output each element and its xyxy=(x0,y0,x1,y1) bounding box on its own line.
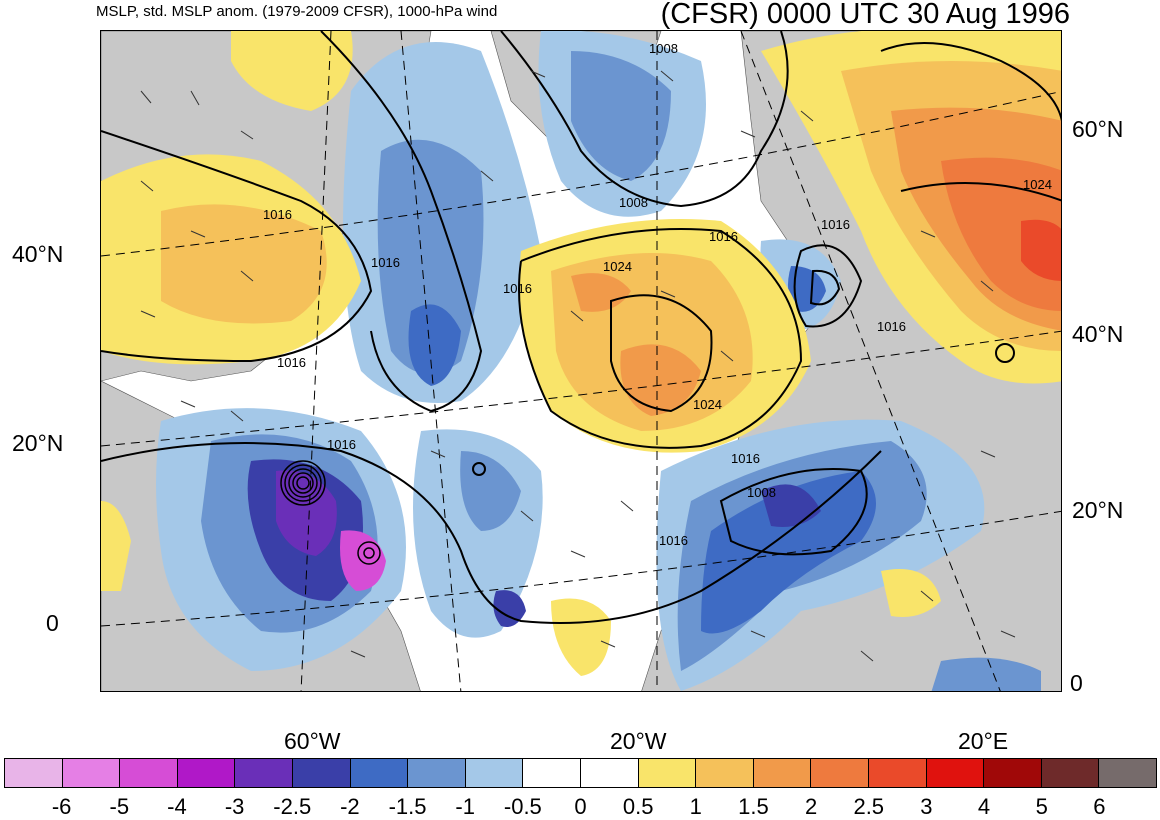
colorbar-swatch xyxy=(177,759,236,787)
colorbar-tick-label: -1 xyxy=(455,794,475,819)
isobar-label: 1016 xyxy=(503,281,532,296)
isobar-label: 1024 xyxy=(1023,177,1052,192)
colorbar-swatch xyxy=(1099,759,1156,787)
colorbar-swatch xyxy=(696,759,754,787)
colorbar-swatch xyxy=(408,759,466,787)
colorbar-swatch xyxy=(811,759,869,787)
colorbar xyxy=(4,758,1157,788)
colorbar-tick-label: 1.5 xyxy=(738,794,769,819)
isobar-label: 1016 xyxy=(877,319,906,334)
isobar-label: 1016 xyxy=(709,229,738,244)
colorbar-tick-label: 6 xyxy=(1093,794,1106,819)
isobar-label: 1008 xyxy=(649,41,678,56)
colorbar-tick-label: -2 xyxy=(340,794,360,819)
positive-anomaly-layer xyxy=(101,31,1061,676)
colorbar-tick-label: -3 xyxy=(224,794,245,819)
isobar-label-layer: 1008 1008 1016 1024 1016 1016 1024 1016 … xyxy=(263,41,1052,548)
colorbar-swatch xyxy=(753,759,812,787)
lat-label-left-0: 0 xyxy=(46,610,59,636)
colorbar-tick-label: 3 xyxy=(920,794,933,819)
lon-label-60w: 60°W xyxy=(284,728,341,754)
wind-barb-layer xyxy=(140,70,1016,662)
negative-anomaly-layer xyxy=(156,31,1041,691)
colorbar-tick-label: 0 xyxy=(574,794,587,819)
colorbar-swatch xyxy=(926,759,985,787)
colorbar-tick-label: 2.5 xyxy=(853,794,885,819)
isobar-label: 1016 xyxy=(327,437,356,452)
colorbar-swatch xyxy=(465,759,524,787)
colorbar-tick-label: 5 xyxy=(1035,794,1048,819)
colorbar-swatch xyxy=(62,759,121,787)
cyclone-rings-layer xyxy=(280,460,381,565)
lon-label-20e: 20°E xyxy=(958,728,1009,754)
isobar-label: 1024 xyxy=(603,259,632,274)
colorbar-tick-label: 4 xyxy=(977,794,991,819)
lat-label-right-0: 0 xyxy=(1070,670,1083,696)
isobar-label: 1008 xyxy=(619,195,648,210)
isobar-label: 1016 xyxy=(659,533,688,548)
map-title: (CFSR) 0000 UTC 30 Aug 1996 xyxy=(660,0,1070,30)
colorbar-tick-label: 2 xyxy=(804,794,818,819)
lat-label-left-20n: 20°N xyxy=(12,430,64,456)
isobar-label: 1016 xyxy=(731,451,760,466)
lat-label-right-20n: 20°N xyxy=(1072,497,1124,523)
colorbar-swatch xyxy=(1041,759,1100,787)
lat-label-right-60n: 60°N xyxy=(1072,116,1124,142)
isobar-label: 1016 xyxy=(263,207,292,222)
map-subtitle: MSLP, std. MSLP anom. (1979-2009 CFSR), … xyxy=(96,3,498,20)
graticule-layer xyxy=(101,31,1061,691)
colorbar-swatch xyxy=(984,759,1042,787)
colorbar-tick-label: -5 xyxy=(109,794,130,819)
colorbar-tick-label: 0.5 xyxy=(622,794,654,819)
lat-label-left-40n: 40°N xyxy=(12,241,64,267)
colorbar-swatch xyxy=(350,759,409,787)
isobar-label: 1016 xyxy=(371,255,400,270)
colorbar-tick-label: -2.5 xyxy=(273,794,312,819)
isobar-label: 1016 xyxy=(277,355,306,370)
colorbar-tick-label: -0.5 xyxy=(503,794,542,819)
colorbar-swatch xyxy=(120,759,178,787)
colorbar-swatch xyxy=(580,759,639,787)
colorbar-tick-label: 1 xyxy=(689,794,702,819)
colorbar-tick-label: -4 xyxy=(167,794,187,819)
lat-label-right-40n: 40°N xyxy=(1072,321,1124,347)
colorbar-swatch xyxy=(523,759,581,787)
map-panel: 1008 1008 1016 1024 1016 1016 1024 1016 … xyxy=(100,30,1062,692)
isobar-label: 1016 xyxy=(821,217,850,232)
colorbar-swatch xyxy=(292,759,351,787)
lon-label-20w: 20°W xyxy=(610,728,667,754)
colorbar-swatch xyxy=(235,759,293,787)
colorbar-swatch xyxy=(5,759,63,787)
isobar-label: 1024 xyxy=(693,397,722,412)
colorbar-tick-label: -1.5 xyxy=(388,794,427,819)
colorbar-swatch xyxy=(638,759,697,787)
isobar-label: 1008 xyxy=(747,485,776,500)
colorbar-tick-label: -6 xyxy=(51,794,72,819)
map-canvas: 1008 1008 1016 1024 1016 1016 1024 1016 … xyxy=(101,31,1061,691)
isobar-layer xyxy=(101,31,1061,624)
colorbar-swatch xyxy=(868,759,927,787)
